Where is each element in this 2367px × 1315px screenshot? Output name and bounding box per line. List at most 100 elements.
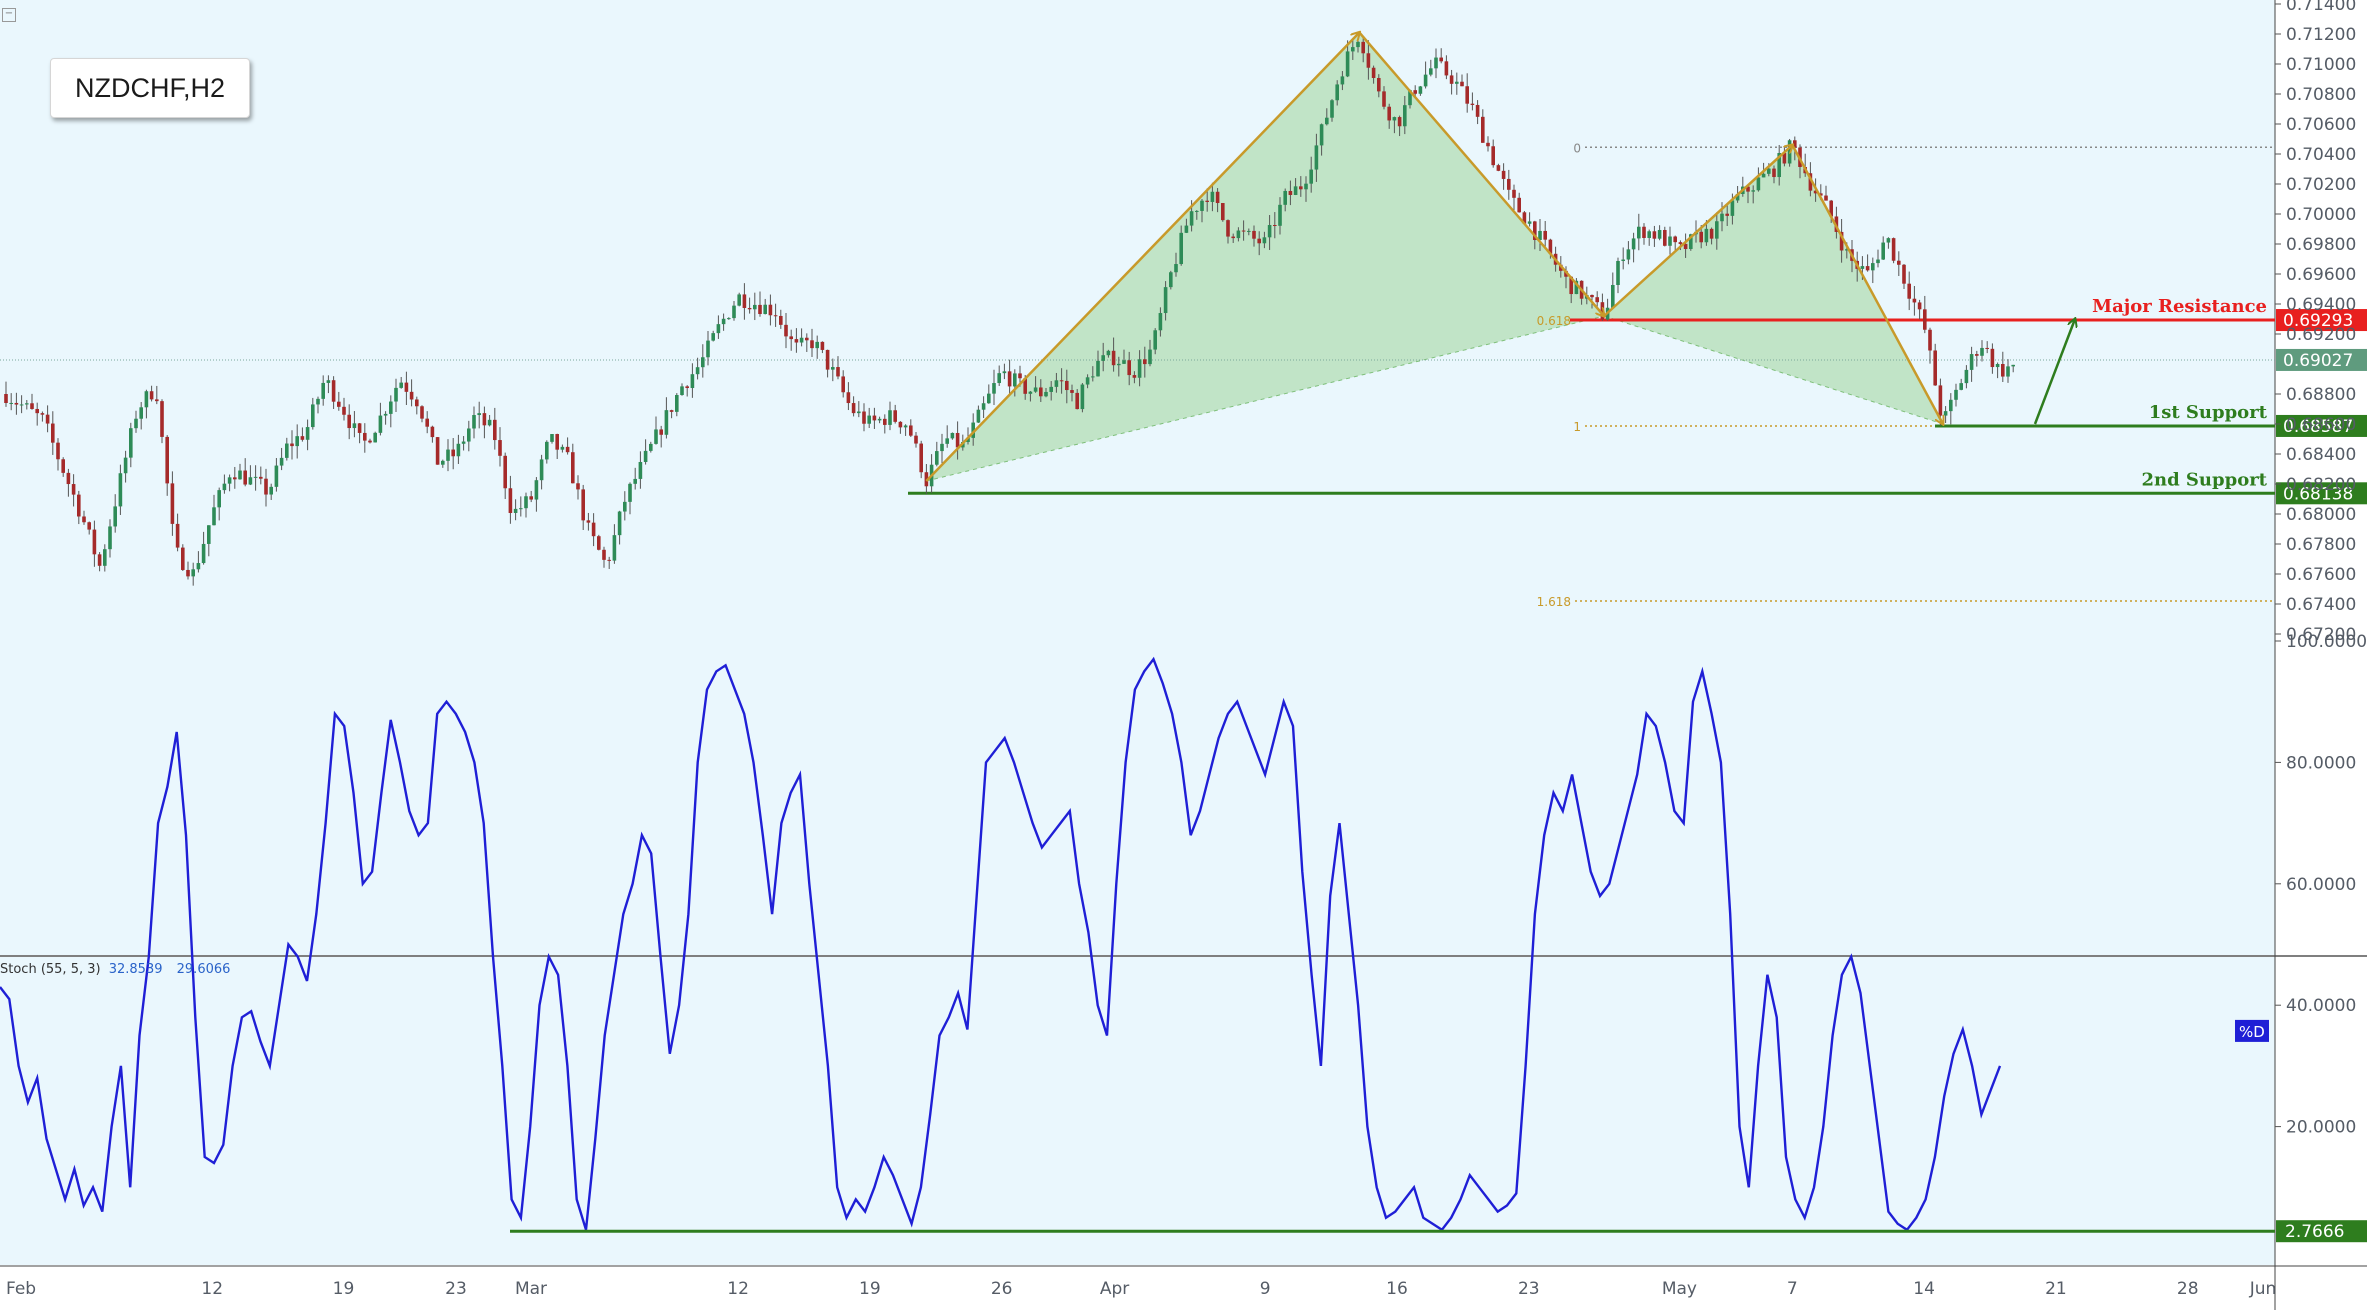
candle-down <box>1642 226 1646 238</box>
candle-up <box>378 415 383 433</box>
candle-down <box>1990 348 1995 368</box>
candle-down <box>1912 298 1917 303</box>
level-price-label: 0.68138 <box>2283 484 2353 504</box>
candle-up <box>763 304 767 315</box>
candle-up <box>1860 266 1865 269</box>
candle-up <box>316 398 320 405</box>
candle-down <box>155 399 159 402</box>
candle-down <box>1663 229 1667 246</box>
candle-up <box>680 386 684 396</box>
price-tick-label: 0.67800 <box>2286 535 2356 555</box>
candle-down <box>789 336 793 340</box>
candle-down <box>233 477 237 480</box>
stoch-d-line <box>0 656 2002 1232</box>
time-tick-label: Mar <box>515 1279 547 1299</box>
candle-up <box>118 473 123 507</box>
candle-down <box>1975 354 1979 356</box>
candle-up <box>2011 364 2015 367</box>
candle-down <box>342 406 346 415</box>
candle-up <box>1616 260 1620 285</box>
candle-down <box>1361 41 1365 54</box>
candle-down <box>1127 360 1131 376</box>
candle-down <box>92 529 97 555</box>
main-pane-background <box>0 0 2275 955</box>
candle-up <box>1455 81 1459 84</box>
candle-down <box>1522 212 1527 224</box>
candle-up <box>1527 221 1532 224</box>
time-tick-label: 23 <box>1518 1279 1540 1299</box>
candle-up <box>1169 272 1173 288</box>
candle-down <box>810 340 814 349</box>
candle-down <box>1512 189 1516 198</box>
pattern-triangle-bcd <box>1604 145 1943 424</box>
candle-up <box>2006 366 2010 377</box>
candle-up <box>222 483 227 491</box>
collapse-icon[interactable]: − <box>2 8 16 22</box>
candle-down <box>758 304 762 315</box>
stoch-tick-label: 80.0000 <box>2286 753 2356 773</box>
candle-up <box>446 449 450 461</box>
candle-up <box>394 387 398 402</box>
price-axis: 0.71400 0.71200 0.71000 0.70800 0.70600 0.704… <box>2275 0 2356 645</box>
stoch-reference-label: 2.7666 <box>2285 1222 2344 1242</box>
candle-up <box>524 496 528 509</box>
candle-up <box>389 401 393 414</box>
candle-down <box>1928 329 1932 351</box>
candle-down <box>1132 375 1137 378</box>
candle-up <box>1096 360 1100 377</box>
candle-up <box>253 476 258 478</box>
candle-up <box>1720 213 1724 222</box>
candle-down <box>1039 387 1043 397</box>
candle-down <box>841 376 845 393</box>
candle-up <box>992 383 996 394</box>
candle-up <box>732 305 736 319</box>
candle-up <box>472 415 476 429</box>
candle-up <box>1668 236 1672 246</box>
candle-up <box>1845 249 1849 251</box>
candle-up <box>935 451 939 465</box>
candle-up <box>1137 359 1142 378</box>
candle-up <box>326 380 331 383</box>
symbol-label: NZDCHF,H2 <box>74 72 225 103</box>
candle-up <box>1117 363 1121 366</box>
candle-up <box>383 413 388 416</box>
candle-down <box>4 394 8 403</box>
candle-down <box>1023 378 1027 394</box>
candle-down <box>784 324 788 337</box>
candle-up <box>950 432 955 439</box>
candle-down <box>846 392 851 404</box>
price-tick-label: 0.70600 <box>2286 115 2356 135</box>
candle-up <box>1429 68 1433 75</box>
time-tick-label: 12 <box>201 1279 223 1299</box>
candle-up <box>1538 230 1542 240</box>
candle-up <box>649 443 653 451</box>
candle-up <box>1980 347 1984 356</box>
fib-label: 1.618 <box>1537 595 1571 609</box>
candle-up <box>1158 313 1163 331</box>
candle-down <box>243 470 247 485</box>
candle-down <box>825 349 830 370</box>
candle-down <box>1917 302 1922 310</box>
candle-up <box>888 410 892 425</box>
candle-up <box>513 508 518 513</box>
stoch-axis: 100.0000 80.0000 60.0000 40.0000 20.0000 2.76… <box>2235 632 2367 1243</box>
candle-up <box>1085 377 1090 385</box>
price-tick-label: 0.70200 <box>2286 175 2356 195</box>
candle-up <box>1657 229 1662 239</box>
candle-down <box>404 382 409 392</box>
candle-down <box>1559 264 1563 271</box>
candle-down <box>909 425 913 436</box>
candle-down <box>1533 221 1537 240</box>
candle-down <box>1839 231 1844 251</box>
price-axis-background <box>2275 0 2367 1310</box>
candle-down <box>1065 380 1069 391</box>
candle-down <box>1923 309 1927 330</box>
candle-up <box>695 367 700 375</box>
candle-down <box>898 421 903 428</box>
candle-down <box>1231 236 1235 239</box>
candle-up <box>248 477 253 485</box>
stoch-legend-value-k: 32.8539 <box>108 962 163 977</box>
current-price-label: 0.69027 <box>2283 351 2353 371</box>
